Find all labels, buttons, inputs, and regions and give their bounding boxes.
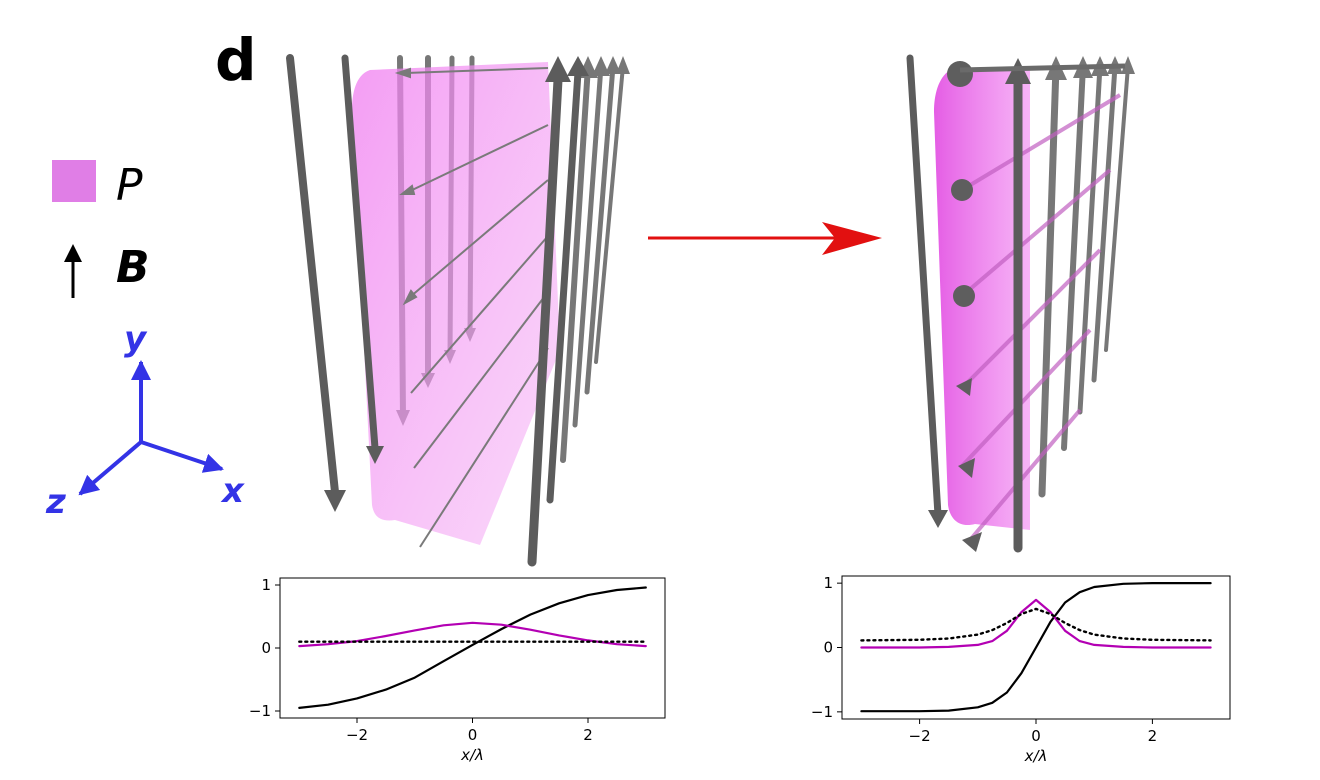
series-line-0 <box>298 586 647 710</box>
x-tick-label: −2 <box>346 726 368 744</box>
profile-plot-broad: −2 0 2 1 0 −1 x/λ <box>249 576 666 764</box>
x-tick-label: 2 <box>1148 727 1158 745</box>
x-tick-label: 0 <box>468 726 478 744</box>
legend-polarization-label: P <box>116 160 143 211</box>
y-tick-label: 0 <box>823 639 833 657</box>
front-field-lines-right <box>906 54 1023 553</box>
z-axis-arrow <box>78 440 143 496</box>
x-axis-label: x <box>220 471 245 511</box>
y-tick-label: −1 <box>249 702 271 720</box>
axes-triad: y x z <box>45 319 245 522</box>
polarization-swatch <box>52 160 96 202</box>
legend-field-label: B <box>116 242 150 293</box>
series-line-0 <box>860 581 1212 713</box>
polarization-sheet <box>352 62 560 545</box>
x-tick-label: −2 <box>909 727 931 745</box>
transition-arrow <box>648 222 882 255</box>
front-arrowheads <box>324 56 589 512</box>
y-tick-label: 1 <box>261 576 271 594</box>
x-tick-label: 2 <box>583 726 593 744</box>
y-tick-label: 1 <box>823 574 833 592</box>
wall-illustration-broad <box>286 54 630 567</box>
back-field-lines-right <box>1038 62 1130 498</box>
moment-heads <box>947 61 1126 552</box>
field-arrow-icon <box>64 244 82 298</box>
y-axis-label: y <box>124 319 148 359</box>
wall-illustration-narrow <box>906 54 1135 553</box>
z-axis-label: z <box>45 482 66 522</box>
profile-plot-narrow: −2 0 2 1 0 −1 x/λ <box>811 574 1231 765</box>
plot-frame <box>279 577 666 719</box>
x-axis-arrow <box>140 440 224 473</box>
front-field-lines <box>286 54 582 567</box>
y-tick-label: −1 <box>811 703 833 721</box>
x-axis-label: x/λ <box>1024 747 1048 765</box>
x-axis-label: x/λ <box>460 746 484 764</box>
series-line-1 <box>860 598 1212 649</box>
series-line-2 <box>860 607 1212 642</box>
magnetization-rods-right <box>960 93 1122 542</box>
series-line-1 <box>298 621 647 648</box>
y-tick-label: 0 <box>261 639 271 657</box>
x-tick-label: 0 <box>1031 727 1041 745</box>
magnetization-rods <box>394 67 549 548</box>
panel-label: d <box>215 26 257 94</box>
legend: P B <box>52 160 150 298</box>
